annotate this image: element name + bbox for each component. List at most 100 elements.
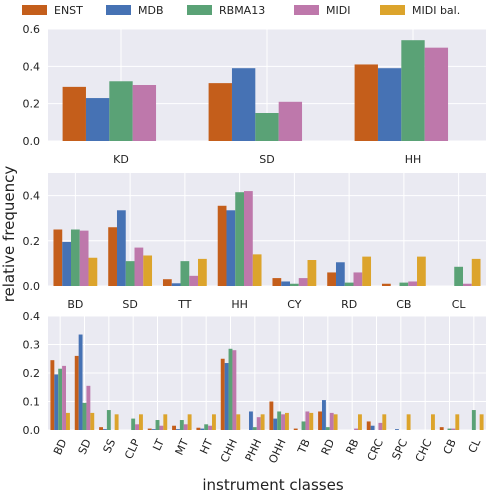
bar-midi — [329, 412, 334, 430]
bar-midi-bal- — [358, 414, 362, 430]
x-tick-label: SD — [76, 437, 94, 456]
bar-rbma13 — [255, 113, 279, 141]
bar-mdb — [231, 68, 256, 141]
bar-enst — [293, 428, 298, 430]
x-tick-label: CHH — [218, 437, 240, 464]
panel-3-classes: 0.0 0.2 0.4 0.6 KD SD HH — [23, 23, 486, 166]
legend-label: RBMA13 — [219, 4, 265, 17]
bar-midi — [256, 417, 261, 430]
bar-enst — [366, 421, 371, 430]
x-tick-label: CL — [466, 436, 484, 455]
bar-mdb — [226, 210, 236, 286]
x-tick-label: LT — [150, 437, 167, 453]
bar-enst — [108, 227, 117, 286]
bar-enst — [217, 205, 227, 286]
bar-midi — [408, 281, 418, 286]
bar-rbma13 — [58, 368, 63, 430]
legend-swatch — [294, 5, 319, 15]
bar-rbma13 — [204, 424, 209, 430]
x-tick-label: HT — [197, 437, 215, 456]
legend-label: MDB — [138, 4, 164, 17]
bar-midi-bal- — [431, 414, 435, 430]
bar-rbma13 — [180, 261, 190, 286]
bar-rbma13 — [228, 348, 233, 430]
bar-rbma13 — [454, 266, 464, 286]
bar-mdb — [370, 425, 375, 430]
legend-swatch — [187, 5, 212, 15]
bar-midi — [278, 101, 303, 141]
bar-enst — [318, 411, 322, 430]
y-tick-label: 0.2 — [23, 98, 41, 111]
legend: ENST MDB RBMA13 MIDI MIDI bal. — [22, 4, 460, 17]
bar-midi — [232, 350, 237, 430]
x-tick-label: OHH — [266, 437, 288, 465]
bar-midi — [62, 365, 67, 430]
bar-rbma13 — [82, 402, 87, 430]
legend-label: MIDI bal. — [412, 4, 460, 17]
bar-enst — [354, 64, 378, 141]
panels: 0.0 0.2 0.4 0.6 KD SD HH 0.0 0.2 0.4 BD SD TT HH CY RD C… — [23, 23, 486, 465]
bar-midi — [378, 422, 383, 430]
bar-midi-bal- — [471, 258, 481, 286]
bar-enst — [220, 358, 225, 430]
x-tick-label: MT — [173, 437, 192, 457]
bar-rbma13 — [401, 40, 425, 142]
bar-enst — [269, 401, 274, 430]
bar-midi — [86, 385, 91, 430]
bar-mdb — [54, 374, 59, 430]
bar-midi — [305, 411, 310, 430]
bar-enst — [327, 272, 336, 286]
bar-midi-bal- — [406, 414, 411, 430]
bar-mdb — [200, 428, 205, 430]
legend-swatch — [22, 5, 47, 15]
bar-mdb — [377, 68, 402, 141]
bar-midi-bal- — [333, 414, 338, 430]
y-tick-label: 0.0 — [23, 135, 41, 148]
x-tick-label: TT — [177, 298, 192, 311]
legend-swatch — [106, 5, 131, 15]
bar-enst — [439, 427, 444, 430]
x-tick-label: CLP — [122, 437, 143, 461]
bar-midi-bal- — [143, 255, 153, 286]
bar-enst — [74, 355, 79, 430]
bar-midi — [463, 283, 472, 286]
bar-midi-bal- — [66, 412, 70, 430]
bar-midi-bal- — [260, 414, 265, 430]
legend-label: MIDI — [326, 4, 350, 17]
y-tick-label: 0.0 — [23, 280, 41, 293]
x-tick-label: BD — [51, 437, 70, 457]
bar-rbma13 — [235, 192, 245, 286]
x-tick-label: RD — [319, 437, 338, 457]
bar-enst — [381, 283, 391, 286]
legend-swatch — [380, 5, 405, 15]
bar-mdb — [394, 429, 399, 430]
panel-18-classes: 0.0 0.1 0.2 0.3 0.4 BD SD SS CLP LT MT HT CHH PHH OHH T… — [23, 310, 486, 465]
bar-midi-bal- — [252, 254, 262, 286]
x-tick-label: CL — [452, 298, 467, 311]
bar-midi-bal- — [307, 260, 317, 286]
x-tick-label: CRC — [365, 437, 386, 463]
bar-midi — [451, 428, 456, 430]
bar-midi-bal- — [309, 412, 314, 430]
bar-rbma13 — [131, 418, 136, 430]
y-tick-label: 0.4 — [23, 190, 41, 203]
bar-midi-bal- — [90, 412, 95, 430]
y-tick-label: 0.4 — [23, 310, 41, 323]
x-tick-label: KD — [113, 153, 129, 166]
bar-midi — [159, 425, 164, 430]
bar-rbma13 — [344, 282, 354, 286]
bar-midi-bal- — [285, 412, 289, 430]
bar-midi-bal- — [479, 414, 484, 430]
x-tick-label: SS — [101, 437, 119, 455]
y-tick-label: 0.4 — [23, 60, 41, 73]
x-tick-label: SPC — [389, 437, 410, 462]
bar-rbma13 — [155, 420, 160, 430]
bar-rbma13 — [70, 229, 80, 286]
bar-midi-bal- — [114, 414, 119, 430]
y-tick-label: 0.2 — [23, 235, 41, 248]
bar-rbma13 — [106, 410, 111, 430]
y-tick-label: 0.1 — [23, 396, 41, 409]
bar-mdb — [224, 363, 229, 430]
bar-mdb — [175, 429, 180, 430]
